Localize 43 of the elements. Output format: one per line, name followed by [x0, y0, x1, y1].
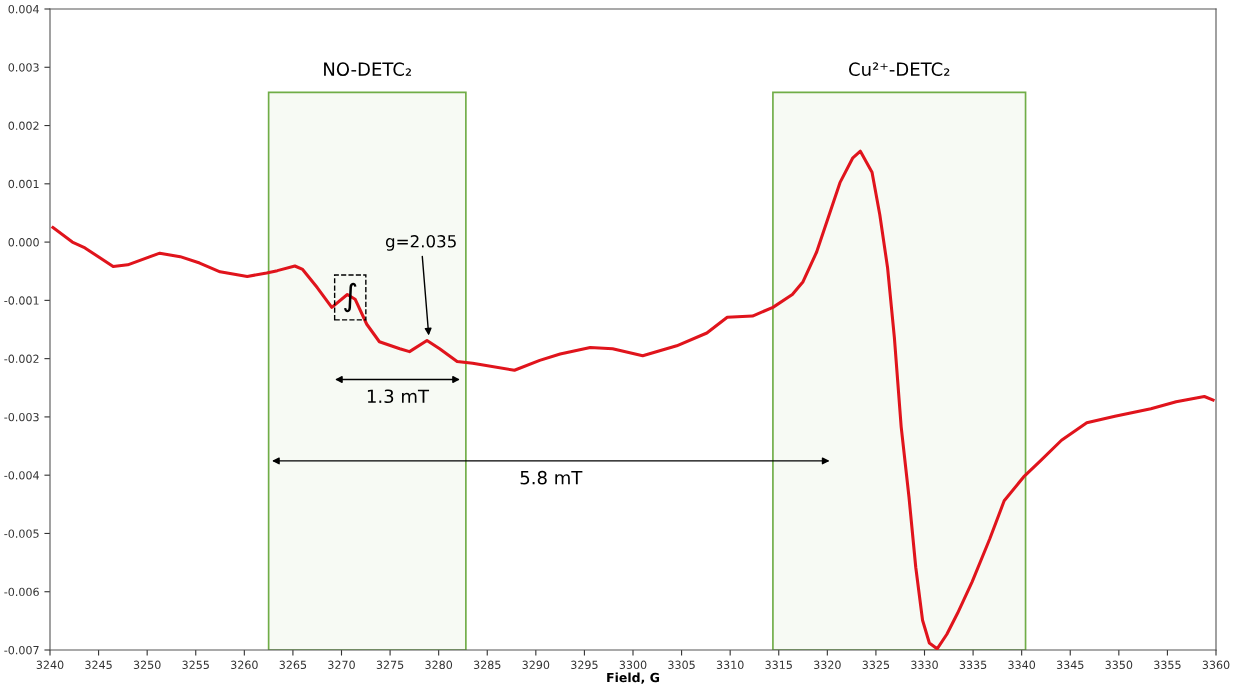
y-tick-label: -0.004: [4, 471, 39, 480]
x-tick-label: 3330: [911, 660, 938, 670]
x-tick-label: 3250: [133, 660, 161, 670]
x-tick-label: 3275: [376, 660, 404, 670]
y-tick-label: 0.004: [8, 4, 39, 14]
y-tick-label: -0.006: [4, 587, 39, 597]
x-tick-label: 3285: [473, 660, 501, 670]
x-tick-label: 3270: [328, 660, 355, 670]
y-tick-label: -0.007: [4, 645, 39, 655]
x-tick-label: 3295: [571, 660, 598, 670]
x-tick-label: 3305: [668, 660, 695, 670]
x-tick-label: 3345: [1056, 660, 1084, 670]
x-tick-label: 3350: [1105, 660, 1133, 670]
x-axis-title: Field, G: [607, 672, 660, 684]
x-tick-label: 3355: [1154, 660, 1181, 670]
x-tick-label: 3325: [862, 660, 890, 670]
x-tick-label: 3260: [231, 660, 258, 670]
y-tick-label: 0.003: [8, 63, 39, 72]
x-tick-label: 3265: [279, 660, 307, 670]
x-tick-label: 3290: [522, 660, 550, 670]
x-tick-label: 3240: [36, 660, 64, 670]
x-tick-label: 3280: [425, 660, 453, 670]
x-tick-label: 3360: [1202, 660, 1230, 670]
band-label: NO-DETC₂: [324, 62, 412, 77]
y-tick-label: -0.003: [4, 412, 39, 422]
y-tick-label: -0.005: [4, 529, 39, 538]
x-tick-label: 3340: [1008, 660, 1036, 670]
y-tick-label: 0.000: [8, 238, 39, 247]
y-tick-label: 0.002: [8, 121, 39, 130]
annotation: 1.3 mT: [367, 389, 430, 404]
annotation: g=2.035: [385, 235, 456, 251]
x-tick-label: 3320: [814, 660, 841, 670]
x-tick-label: 3315: [765, 660, 792, 670]
y-tick-label: -0.002: [4, 354, 39, 364]
y-tick-label: -0.001: [4, 296, 39, 305]
x-tick-label: 3310: [716, 660, 744, 670]
x-tick-label: 3335: [959, 660, 987, 670]
x-tick-label: 3245: [85, 660, 112, 670]
y-tick-label: 0.001: [8, 179, 39, 189]
band-label: Cu²⁺-DETC₂: [849, 62, 950, 77]
annotation: 5.8 mT: [520, 470, 583, 485]
x-tick-label: 3300: [619, 660, 647, 670]
x-tick-label: 3255: [182, 660, 209, 670]
